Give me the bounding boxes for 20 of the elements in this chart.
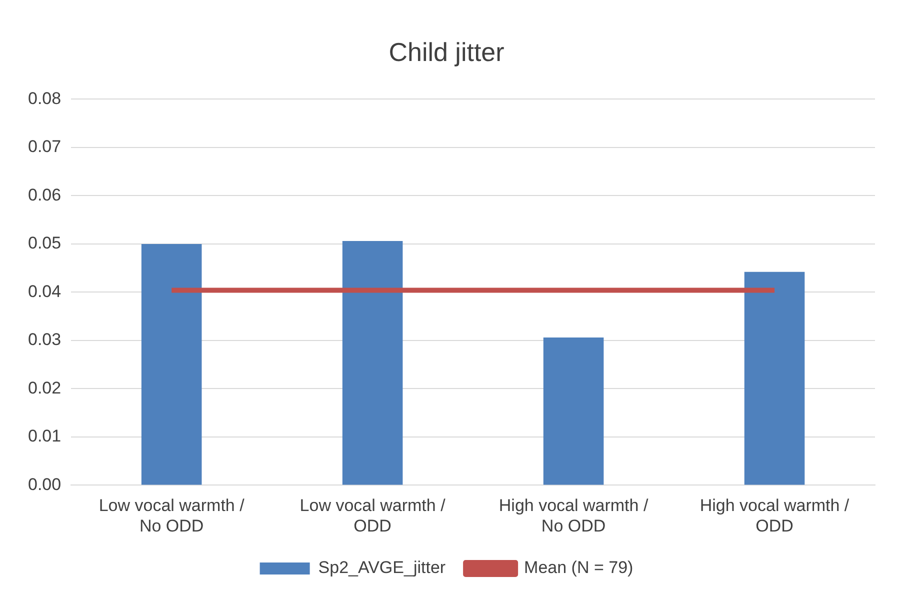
bar (342, 241, 403, 485)
y-tick-label: 0.08 (28, 88, 62, 108)
y-tick-label: 0.02 (28, 378, 62, 398)
chart-title: Child jitter (388, 36, 505, 67)
y-tick-label: 0.07 (28, 137, 62, 156)
legend-label: Sp2_AVGE_jitter (318, 558, 446, 578)
x-tick-label: Low vocal warmth / ODD (300, 496, 446, 536)
bar (141, 244, 202, 485)
x-tick-label: Low vocal warmth / No ODD (98, 496, 245, 536)
y-tick-label: 0.01 (28, 426, 62, 446)
y-tick-label: 0.04 (28, 282, 62, 301)
x-tick-label: High vocal warmth / No ODD (498, 496, 648, 536)
y-tick-label: 0.03 (28, 330, 62, 350)
bar (543, 338, 604, 485)
y-tick-label: 0.05 (28, 234, 62, 253)
y-tick-label: 0.00 (28, 474, 62, 494)
bar (744, 272, 805, 485)
y-tick-label: 0.06 (28, 185, 62, 204)
x-tick-label: High vocal warmth / ODD (700, 496, 850, 536)
legend-label: Mean (N = 79) (524, 558, 634, 578)
